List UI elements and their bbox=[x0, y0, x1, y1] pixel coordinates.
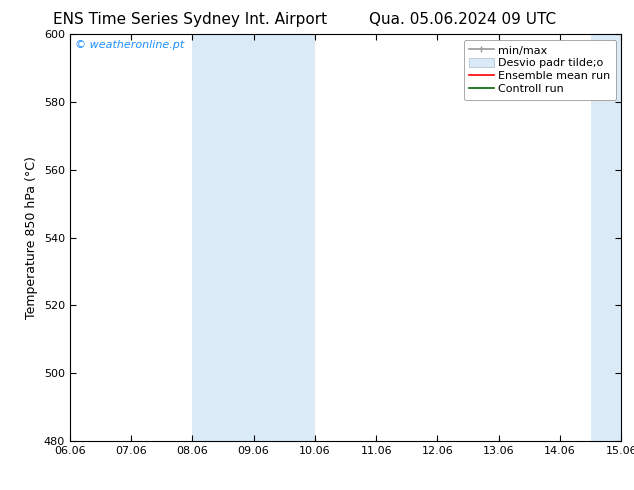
Bar bbox=[192, 34, 315, 441]
Text: © weatheronline.pt: © weatheronline.pt bbox=[75, 40, 184, 50]
Legend: min/max, Desvio padr tilde;o, Ensemble mean run, Controll run: min/max, Desvio padr tilde;o, Ensemble m… bbox=[463, 40, 616, 100]
Text: ENS Time Series Sydney Int. Airport: ENS Time Series Sydney Int. Airport bbox=[53, 12, 327, 27]
Y-axis label: Temperature 850 hPa (°C): Temperature 850 hPa (°C) bbox=[25, 156, 38, 319]
Text: Qua. 05.06.2024 09 UTC: Qua. 05.06.2024 09 UTC bbox=[369, 12, 557, 27]
Bar bbox=[591, 34, 634, 441]
Title: ENS Time Series Sydney Int. Airport    Qua. 05.06.2024 09 UTC: ENS Time Series Sydney Int. Airport Qua.… bbox=[0, 489, 1, 490]
